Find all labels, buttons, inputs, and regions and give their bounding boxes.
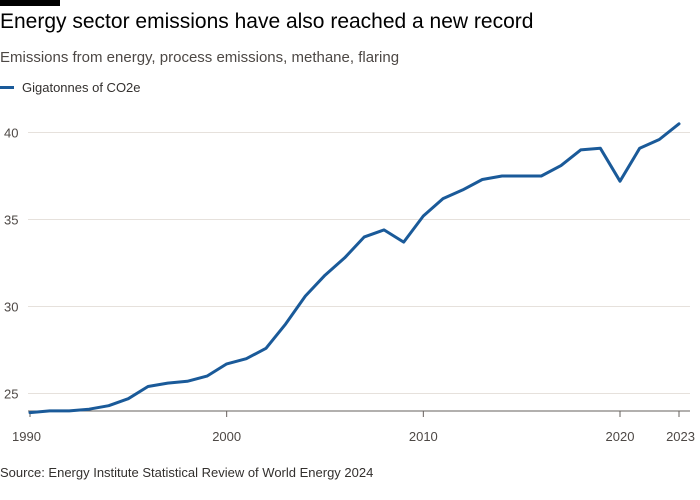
x-tick-label-2010: 2010 [409,429,438,444]
legend-label: Gigatonnes of CO2e [22,80,141,95]
x-tick-label-2000: 2000 [212,429,241,444]
brand-bar [0,0,60,6]
legend: Gigatonnes of CO2e [0,80,141,95]
gridlines [28,132,690,394]
y-tick-label-30: 30 [4,300,18,315]
y-tick-label-40: 40 [4,126,18,141]
x-tick-label-2020: 2020 [606,429,635,444]
x-ticks: 1990 2000 2010 2020 2023 [12,411,695,444]
y-tick-label-25: 25 [4,387,18,402]
source-note: Source: Energy Institute Statistical Rev… [0,465,374,480]
y-tick-label-35: 35 [4,213,18,228]
chart-title: Energy sector emissions have also reache… [0,10,534,33]
y-tick-labels: 25 30 35 40 [4,126,18,402]
x-tick-label-1990: 1990 [12,429,41,444]
series-line-gigatonnes [28,122,681,415]
chart-subtitle: Emissions from energy, process emissions… [0,49,400,66]
legend-swatch [0,86,14,89]
x-tick-label-2023: 2023 [666,429,695,444]
